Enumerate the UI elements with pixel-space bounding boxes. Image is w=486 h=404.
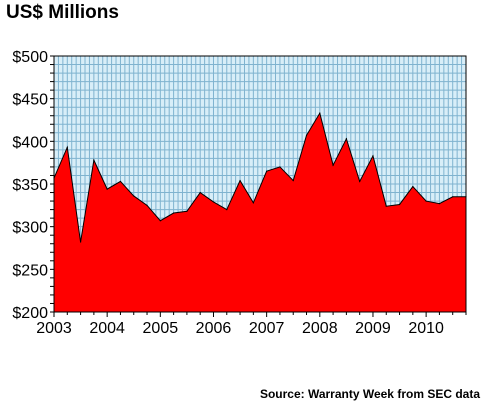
data-point <box>412 185 414 188</box>
x-tick-label: 2008 <box>302 320 338 337</box>
data-point <box>66 146 68 148</box>
data-point <box>133 195 135 197</box>
data-point <box>385 205 387 207</box>
data-point <box>212 201 215 203</box>
data-point <box>305 134 308 136</box>
source-note: Source: Warranty Week from SEC data <box>260 387 480 401</box>
data-point <box>186 210 188 212</box>
data-point <box>146 204 148 206</box>
data-point <box>106 188 108 190</box>
x-tick-label: 2010 <box>408 320 444 337</box>
y-tick-label: $200 <box>12 305 48 322</box>
data-point <box>252 202 254 204</box>
axis-layer <box>50 55 467 317</box>
data-point <box>438 203 441 205</box>
x-tick-label: 2009 <box>355 320 391 337</box>
data-point <box>452 196 454 198</box>
data-point <box>199 191 201 194</box>
x-tick-label: 2003 <box>36 320 72 337</box>
data-point <box>292 179 294 182</box>
area-outline <box>53 111 466 243</box>
data-point <box>173 212 175 214</box>
data-point <box>319 112 321 114</box>
data-point <box>119 180 122 183</box>
data-point <box>345 138 347 140</box>
data-point <box>226 209 228 211</box>
x-tick-label: 2007 <box>249 320 285 337</box>
x-tick-label: 2006 <box>196 320 232 337</box>
data-point <box>425 200 427 202</box>
data-point <box>159 220 161 222</box>
y-tick-label: $400 <box>12 134 48 151</box>
y-tick-labels: $200 $250 $300 $350 $400 $450 $500 <box>12 49 48 322</box>
y-tick-label: $350 <box>12 177 48 194</box>
x-tick-labels: 2003 2004 2005 2006 2007 2008 2009 2010 <box>36 320 444 337</box>
y-tick-label: $500 <box>12 49 48 66</box>
data-point <box>359 180 361 183</box>
data-point <box>239 179 241 182</box>
chart-title: US$ Millions <box>6 2 119 23</box>
x-tick-label: 2005 <box>143 320 179 337</box>
data-point <box>332 164 334 166</box>
y-tick-label: $300 <box>12 220 48 237</box>
data-point <box>398 203 401 206</box>
y-tick-label: $450 <box>12 92 48 109</box>
data-point <box>279 166 281 168</box>
data-point <box>79 241 82 243</box>
data-point <box>266 170 268 172</box>
y-tick-label: $250 <box>12 262 48 279</box>
data-point <box>93 159 95 161</box>
area-fill <box>54 113 466 312</box>
data-point <box>372 155 374 157</box>
x-tick-label: 2004 <box>89 320 125 337</box>
